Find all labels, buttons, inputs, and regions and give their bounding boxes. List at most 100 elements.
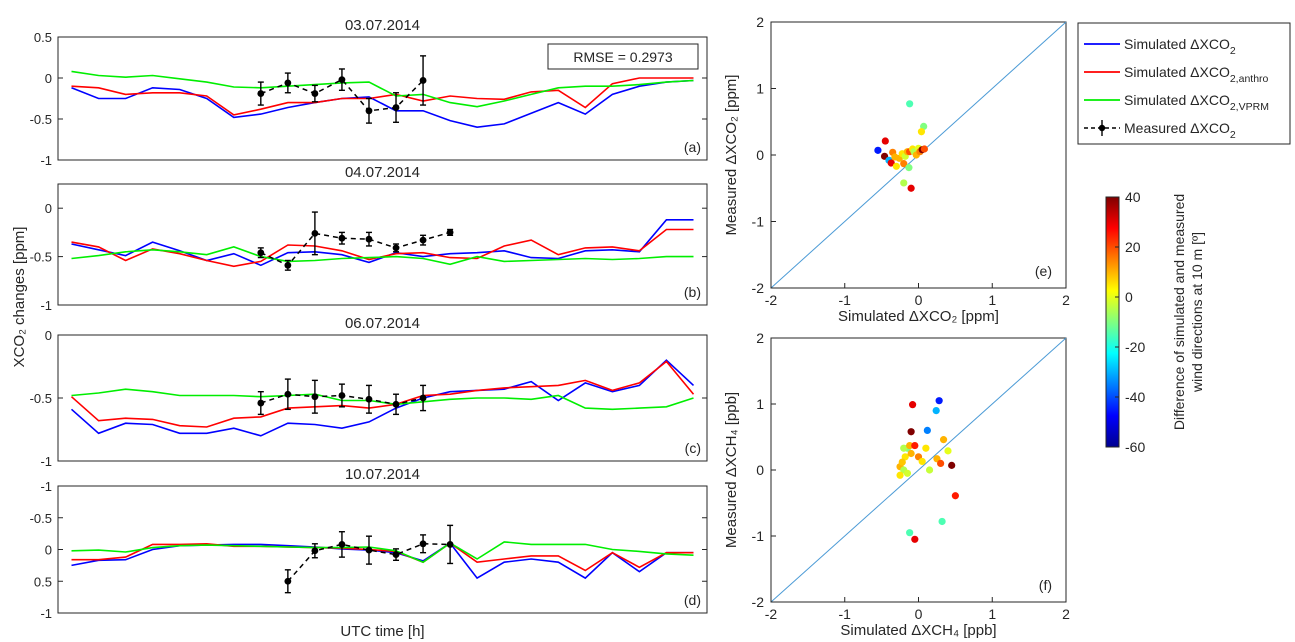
scatter-point [922, 444, 930, 452]
measured-point [392, 551, 400, 558]
measured-point [365, 107, 373, 115]
panel-label: (e) [1035, 263, 1052, 279]
x-tick-label: 0 [915, 292, 923, 308]
scatter-point [944, 447, 952, 455]
vprm-series-line [71, 246, 694, 266]
panel-label: (a) [684, 139, 701, 155]
measured-point [284, 79, 292, 87]
measured-point [311, 90, 319, 97]
time-series-panels: 03.07.2014 -1 -0.5 0 0.5 (a) RMSE = 0.2973 04.0… [30, 17, 708, 640]
anthro-series-line [70, 360, 695, 428]
panel-title: 06.07.2014 [345, 315, 420, 332]
scatter-point [896, 471, 904, 479]
measured-point [446, 541, 454, 548]
y-tick-label: 0 [756, 462, 764, 478]
scatter-point [887, 159, 895, 167]
scatter-point [901, 453, 909, 461]
colorbar: 40 20 0 -20 -40 -60 Difference of simulated an… [1105, 189, 1205, 455]
measured-point [419, 394, 427, 402]
panel-label: (f) [1039, 577, 1052, 593]
legend-item-subscript: 2,VPRM [1230, 101, 1269, 113]
scatter-point [881, 137, 889, 145]
measured-point [284, 261, 292, 269]
scatter-point [900, 444, 908, 452]
scatter-point [909, 401, 917, 409]
panel-title: 03.07.2014 [345, 17, 420, 34]
y-tick-label: 0.5 [34, 574, 52, 589]
measured-point [338, 392, 346, 399]
rmse-annotation: RMSE = 0.2973 [573, 49, 672, 65]
measured-point [365, 395, 373, 403]
scatter-point [923, 426, 931, 434]
x-tick-label: 1 [988, 292, 996, 308]
measured-point [392, 400, 400, 408]
legend-marker [1098, 124, 1106, 132]
y-tick-label: 0 [45, 201, 52, 216]
scatter-point [907, 428, 915, 436]
x-tick-label: -2 [765, 292, 778, 308]
time-panel-d: 10.07.2014 -1 -0.5 0 0.5 -1 (d) UTC time [h] [30, 466, 708, 640]
x-tick-label: 0 [915, 606, 923, 622]
y-tick-label: 0 [45, 328, 52, 343]
measured-point [338, 234, 346, 242]
scatter-point [932, 407, 940, 415]
measured-point [311, 229, 319, 237]
scatter-point [911, 441, 919, 450]
panel-label: (d) [684, 592, 701, 608]
y-tick-label: -1 [752, 528, 765, 544]
y-tick-label: -1 [40, 479, 52, 494]
y-tick-label: -1 [40, 454, 52, 469]
scatter-point [935, 397, 943, 405]
measured-point [419, 236, 427, 244]
y-tick-label: -2 [752, 594, 765, 610]
scatter-panel-f: -2-2 -1 -1 0 0 1 1 2 2 (f) Simulated ΔXCH₄ [ppb] Me… [723, 330, 1070, 639]
one-to-one-line [770, 337, 1067, 603]
x-axis-label: Simulated ΔXCH₄ [ppb] [840, 622, 996, 639]
scatter-point [874, 146, 882, 154]
measured-point [338, 541, 346, 548]
measured-series-line [260, 231, 451, 267]
colorbar-label-line2: wind directions at 10 m [º] [1189, 232, 1205, 393]
vprm-series-line [71, 70, 694, 108]
measured-point [338, 76, 346, 84]
x-tick-label: 2 [1062, 606, 1070, 622]
scatter-panel-e: -2-2 -1 -1 0 0 1 1 2 2 (e) Simulated ΔXCO₂ [ppm] Me… [723, 14, 1070, 325]
y-tick-label: -0.5 [30, 112, 52, 127]
scatter-point [939, 436, 948, 444]
x-tick-label: 1 [988, 606, 996, 622]
measured-point [365, 546, 373, 554]
colorbar-label-line1: Difference of simulated and measured [1171, 194, 1187, 430]
y-tick-label: 0.5 [34, 30, 52, 45]
scatter-point [900, 160, 908, 168]
measured-point [365, 235, 373, 243]
y-tick-label: -1 [40, 153, 52, 168]
scatter-point [898, 458, 906, 466]
scatter-point [948, 461, 956, 469]
plot-frame [57, 183, 708, 306]
colorbar-tick-label: 20 [1125, 239, 1141, 255]
y-tick-label: -0.5 [30, 250, 52, 265]
scatter-point [918, 457, 926, 466]
y-tick-label: -0.5 [30, 391, 52, 406]
panel-label: (c) [685, 440, 701, 456]
x-tick-label: -2 [765, 606, 778, 622]
measured-point [257, 90, 265, 97]
legend-item-subscript: 2 [1230, 45, 1236, 57]
scatter-point [907, 184, 915, 192]
vprm-series-line [71, 388, 694, 411]
colorbar-tick-label: -40 [1125, 389, 1145, 405]
y-axis-label: Measured ΔXCH₄ [ppb] [723, 392, 740, 548]
colorbar-tick-label: 0 [1125, 289, 1133, 305]
legend-item-subscript: 2 [1230, 129, 1236, 141]
rmse-annotation-box [547, 43, 699, 70]
y-tick-label: 0 [45, 71, 52, 86]
scatter-point [906, 100, 914, 108]
y-tick-label: -0.5 [30, 511, 52, 526]
y-tick-label: 2 [756, 330, 764, 346]
measured-point [311, 393, 319, 401]
y-tick-label: 2 [756, 14, 764, 30]
vprm-series-line [71, 541, 694, 564]
legend-item-label: Measured ΔXCO2 [1124, 120, 1236, 141]
scatter-point [900, 179, 908, 187]
